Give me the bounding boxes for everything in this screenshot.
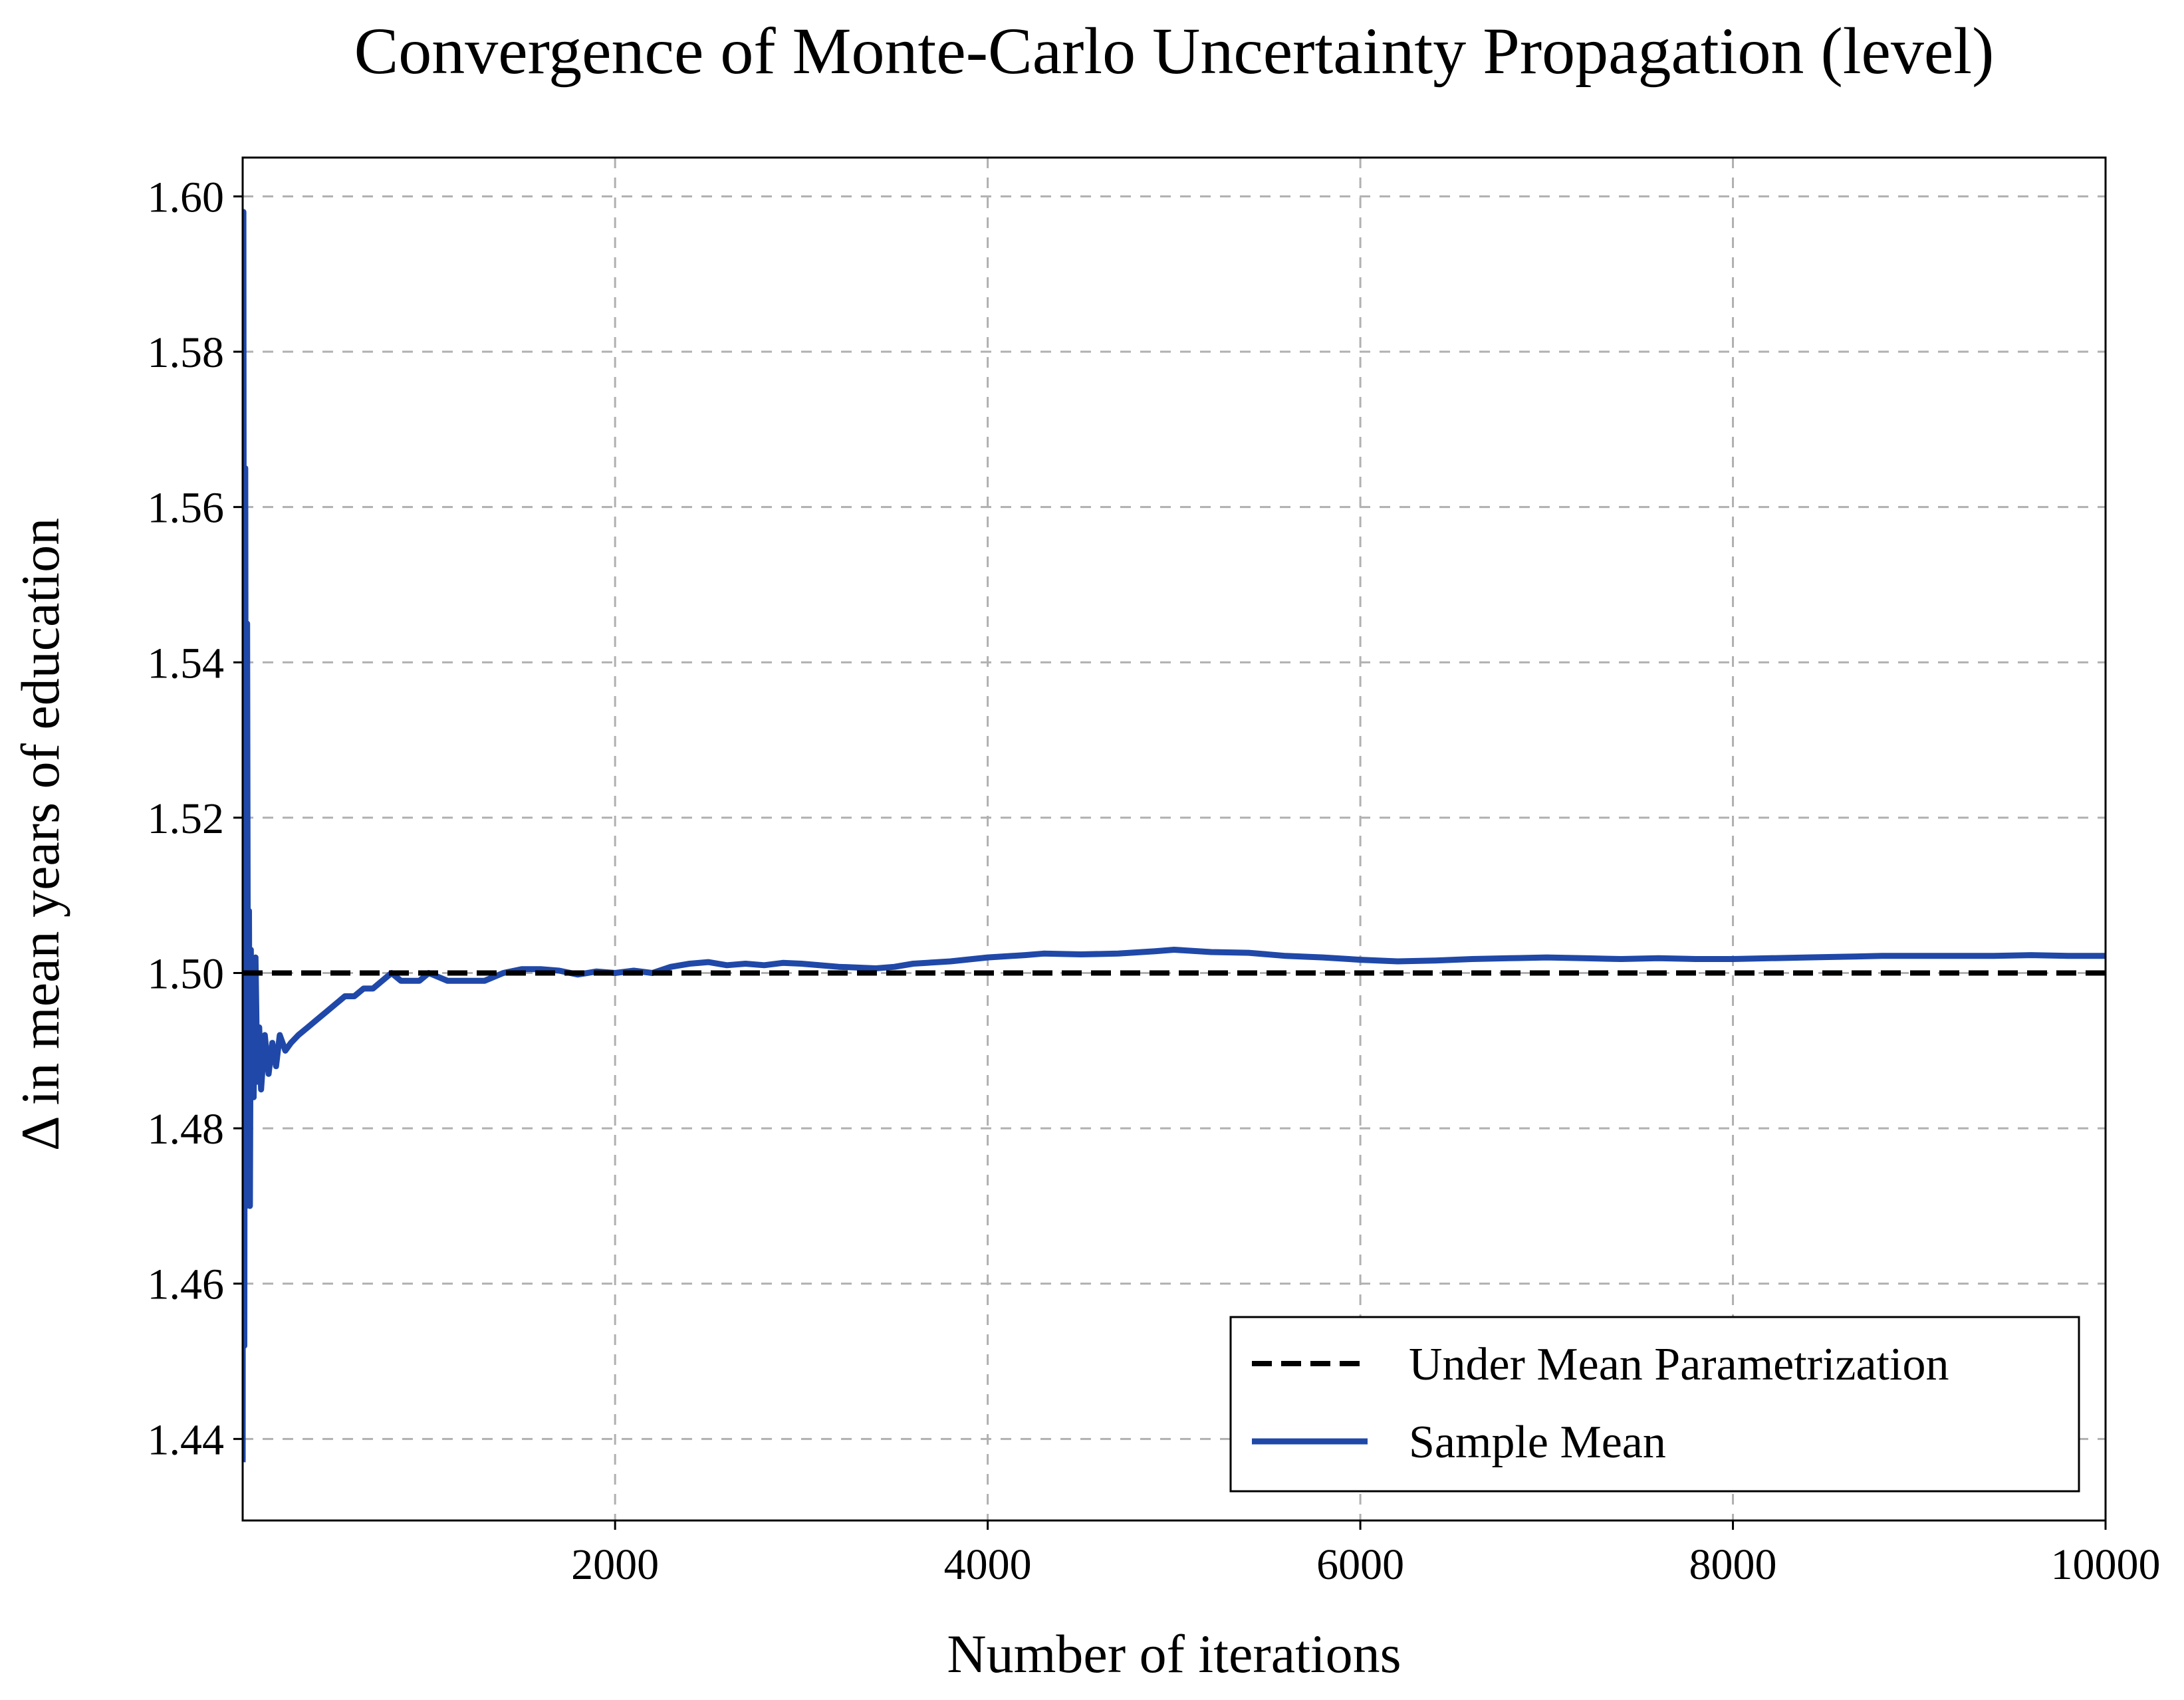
y-tick-label: 1.50 xyxy=(148,949,225,998)
y-axis-label: Δ in mean years of education xyxy=(10,518,70,1151)
x-tick-label: 2000 xyxy=(571,1540,659,1589)
y-tick-label: 1.52 xyxy=(148,794,225,843)
y-tick-label: 1.46 xyxy=(148,1261,225,1309)
x-tick-label: 8000 xyxy=(1689,1540,1777,1589)
legend: Under Mean Parametrization Sample Mean xyxy=(1229,1316,2080,1493)
y-tick-label: 1.56 xyxy=(148,484,225,533)
chart-title: Convergence of Monte-Carlo Uncertainty P… xyxy=(354,14,1995,88)
x-axis: 2000 4000 6000 8000 10000 xyxy=(571,1520,2161,1589)
x-tick-label: 10000 xyxy=(2051,1540,2161,1589)
y-tick-label: 1.60 xyxy=(148,173,225,221)
legend-label: Sample Mean xyxy=(1409,1417,1666,1468)
y-axis: 1.44 1.46 1.48 1.50 1.52 1.54 1.56 1.58 1.60 xyxy=(148,173,243,1464)
y-tick-label: 1.58 xyxy=(148,328,225,377)
series-layer xyxy=(243,209,2106,1463)
plot-frame xyxy=(241,156,2107,1522)
legend-box xyxy=(1229,1316,2080,1493)
grid xyxy=(243,158,2106,1520)
x-tick-label: 4000 xyxy=(944,1540,1032,1589)
y-tick-label: 1.44 xyxy=(148,1415,225,1464)
sample-mean-line xyxy=(243,209,2106,1463)
x-tick-label: 6000 xyxy=(1316,1540,1404,1589)
y-tick-label: 1.54 xyxy=(148,639,225,687)
y-tick-label: 1.48 xyxy=(148,1105,225,1154)
x-axis-label: Number of iterations xyxy=(947,1624,1401,1684)
legend-label: Under Mean Parametrization xyxy=(1409,1339,1949,1390)
